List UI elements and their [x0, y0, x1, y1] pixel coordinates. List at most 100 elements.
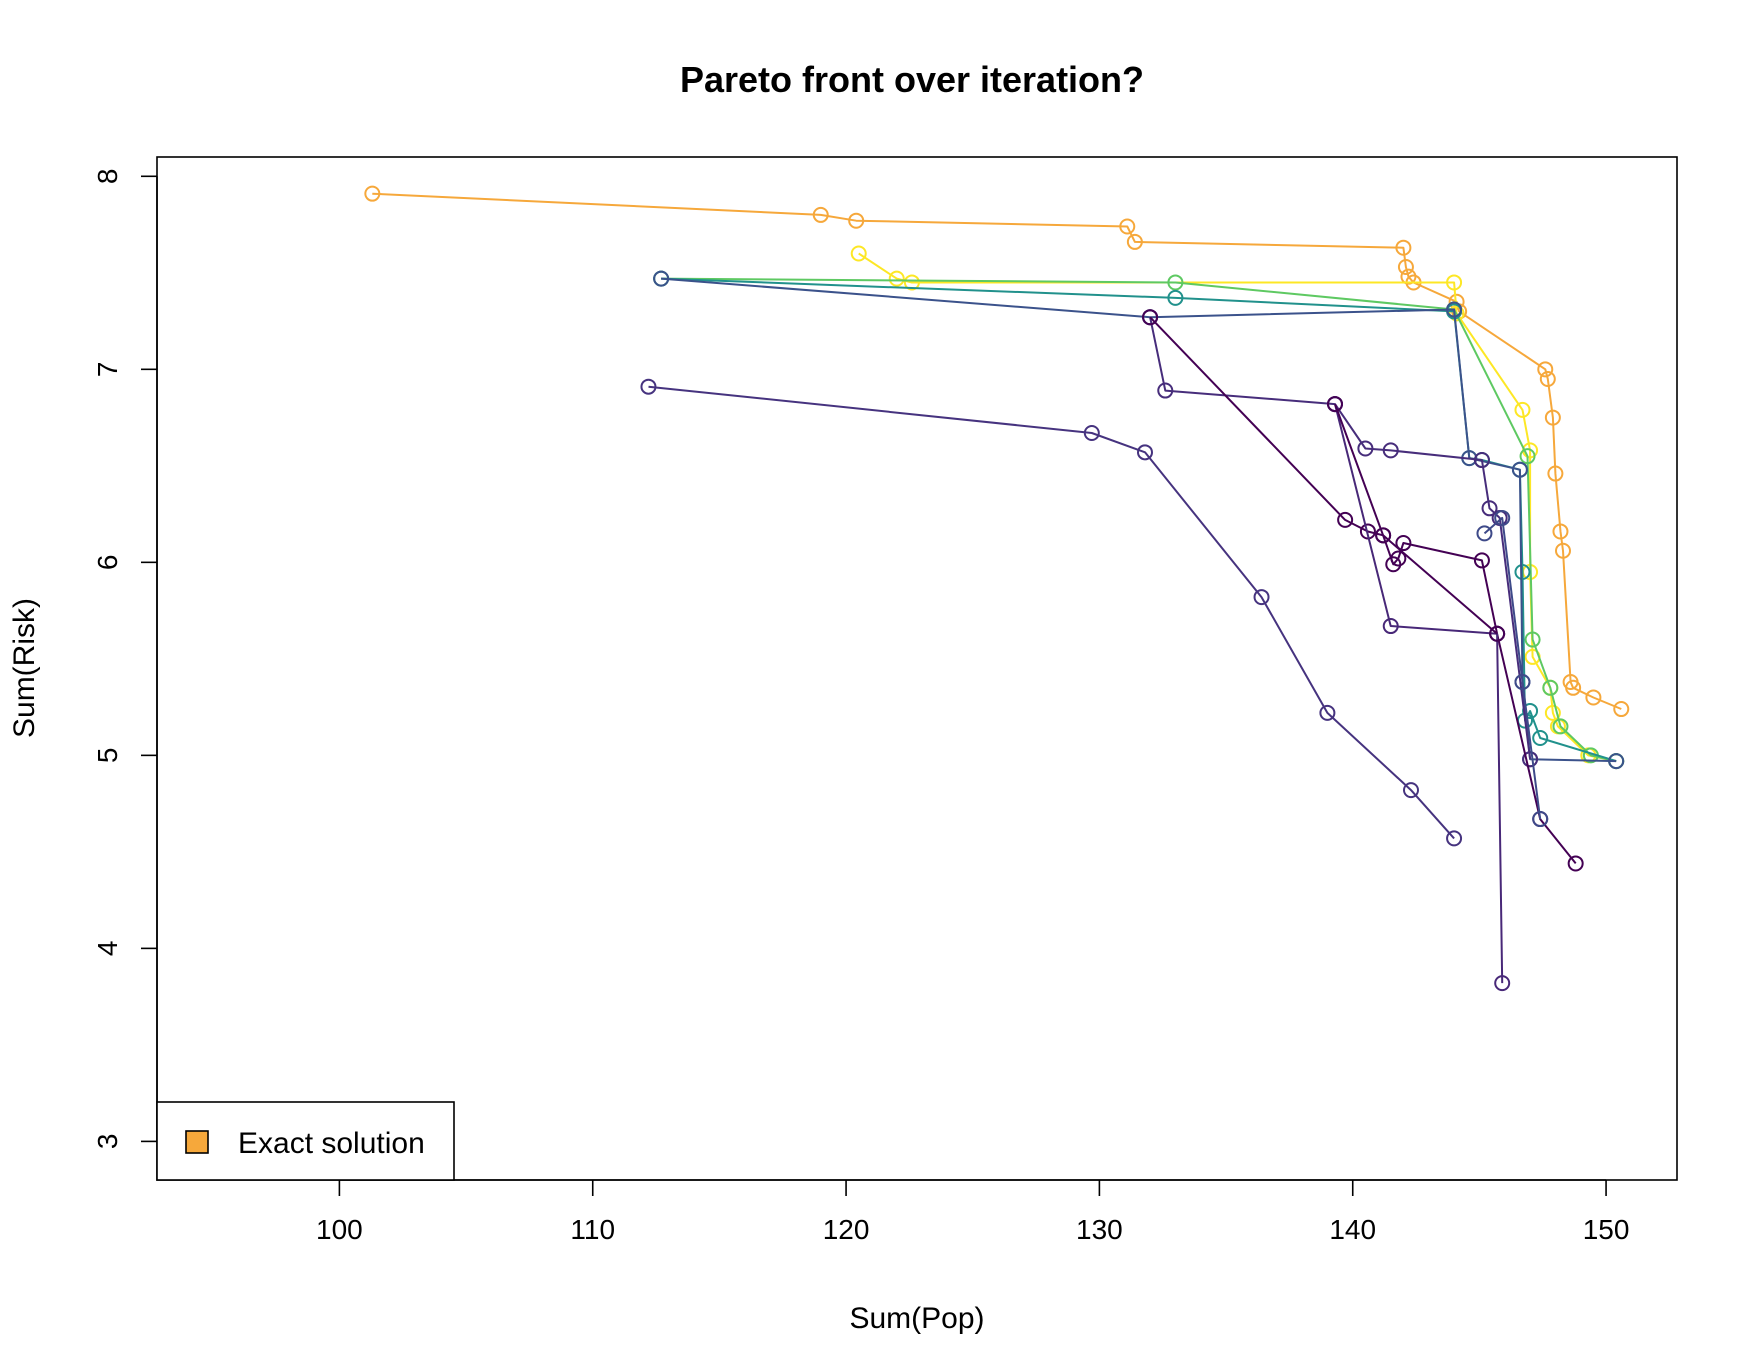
data-point: [1397, 259, 1414, 276]
data-point: [812, 206, 829, 223]
data-point: [1481, 500, 1498, 517]
series-line: [372, 192, 1622, 710]
data-point: [1514, 674, 1531, 691]
data-point: [850, 245, 867, 262]
series-1: [850, 245, 1625, 770]
data-point: [1448, 305, 1465, 322]
data-point: [1547, 465, 1564, 482]
data-point: [1382, 618, 1399, 635]
series-line: [858, 252, 1617, 763]
data-point: [1585, 689, 1602, 706]
data-point: [1542, 679, 1559, 696]
series-8: [1327, 396, 1506, 642]
data-point: [1544, 409, 1561, 426]
x-tick-label: 120: [823, 1214, 870, 1245]
y-tick-label: 4: [92, 941, 123, 957]
data-point: [364, 185, 381, 202]
series-line: [661, 277, 1617, 763]
series-line: [1483, 516, 1542, 820]
data-point: [1532, 729, 1549, 746]
data-point: [1608, 753, 1625, 770]
y-tick-label: 6: [92, 555, 123, 571]
data-point: [1514, 563, 1531, 580]
data-point: [640, 378, 657, 395]
data-point: [1532, 811, 1549, 828]
data-point: [1253, 589, 1270, 606]
series-layer: [364, 185, 1630, 992]
data-point: [1357, 440, 1374, 457]
data-point: [1337, 511, 1354, 528]
data-point: [1524, 631, 1541, 648]
data-point: [1565, 679, 1582, 696]
series-line: [648, 385, 1455, 840]
series-0: [364, 185, 1630, 718]
y-tick-label: 3: [92, 1134, 123, 1150]
data-point: [903, 274, 920, 291]
series-line: [1149, 316, 1532, 760]
x-tick-label: 140: [1329, 1214, 1376, 1245]
data-point: [1137, 444, 1153, 461]
data-point: [1552, 523, 1569, 540]
data-point: [1544, 704, 1561, 721]
data-point: [1157, 382, 1174, 399]
data-point: [1382, 442, 1399, 459]
legend: Exact solution: [156, 1101, 455, 1181]
x-tick-label: 150: [1583, 1214, 1630, 1245]
y-axis-title: Sum(Risk): [8, 598, 41, 738]
data-point: [1489, 625, 1506, 642]
data-point: [1494, 975, 1511, 992]
y-tick-label: 8: [92, 169, 123, 185]
data-point: [1539, 370, 1556, 387]
data-point: [1403, 782, 1419, 799]
data-point: [888, 270, 905, 287]
data-point: [1167, 289, 1184, 306]
series-5: [1142, 309, 1539, 768]
data-point: [653, 270, 670, 287]
series-9: [640, 378, 1463, 847]
data-point: [1167, 274, 1184, 291]
data-point: [1567, 855, 1584, 872]
data-point: [1390, 550, 1407, 567]
data-point: [1142, 309, 1159, 326]
y-tick-label: 7: [92, 362, 123, 378]
data-point: [1537, 361, 1554, 378]
data-point: [1327, 396, 1343, 413]
series-line: [661, 277, 1617, 763]
x-tick-label: 130: [1076, 1214, 1123, 1245]
data-point: [1476, 525, 1493, 542]
data-point: [1119, 218, 1136, 235]
data-point: [848, 212, 865, 229]
data-point: [1511, 461, 1528, 478]
data-point: [1375, 527, 1392, 544]
series-10: [1476, 509, 1549, 828]
x-tick-label: 110: [570, 1214, 615, 1245]
data-point: [1395, 239, 1412, 256]
x-tick-label: 100: [316, 1214, 363, 1245]
data-point: [1473, 552, 1490, 569]
legend-label-exact-solution: Exact solution: [238, 1127, 425, 1160]
data-point: [1613, 701, 1630, 718]
data-point: [1446, 301, 1463, 318]
y-tick-label: 5: [92, 748, 123, 764]
series-line: [1334, 403, 1498, 635]
y-axis: 3 4 5 6 7 8: [92, 169, 158, 1150]
series-line: [661, 277, 1617, 763]
legend-swatch-exact-solution: [185, 1130, 209, 1154]
data-point: [1319, 704, 1336, 721]
x-axis: 100 110 120 130 140 150: [316, 1179, 1630, 1245]
data-point: [1514, 401, 1531, 418]
data-point: [1395, 535, 1412, 552]
data-point: [1126, 233, 1143, 250]
data-point: [1552, 718, 1569, 735]
data-point: [1446, 274, 1463, 291]
chart-title: Pareto front over iteration?: [680, 59, 1144, 100]
data-point: [1555, 542, 1571, 559]
data-point: [1473, 452, 1490, 469]
x-axis-title: Sum(Pop): [849, 1302, 984, 1335]
series-7: [1327, 396, 1511, 992]
data-point: [1522, 751, 1539, 768]
data-point: [1446, 830, 1463, 847]
data-point: [1083, 425, 1100, 442]
data-point: [1519, 448, 1536, 465]
